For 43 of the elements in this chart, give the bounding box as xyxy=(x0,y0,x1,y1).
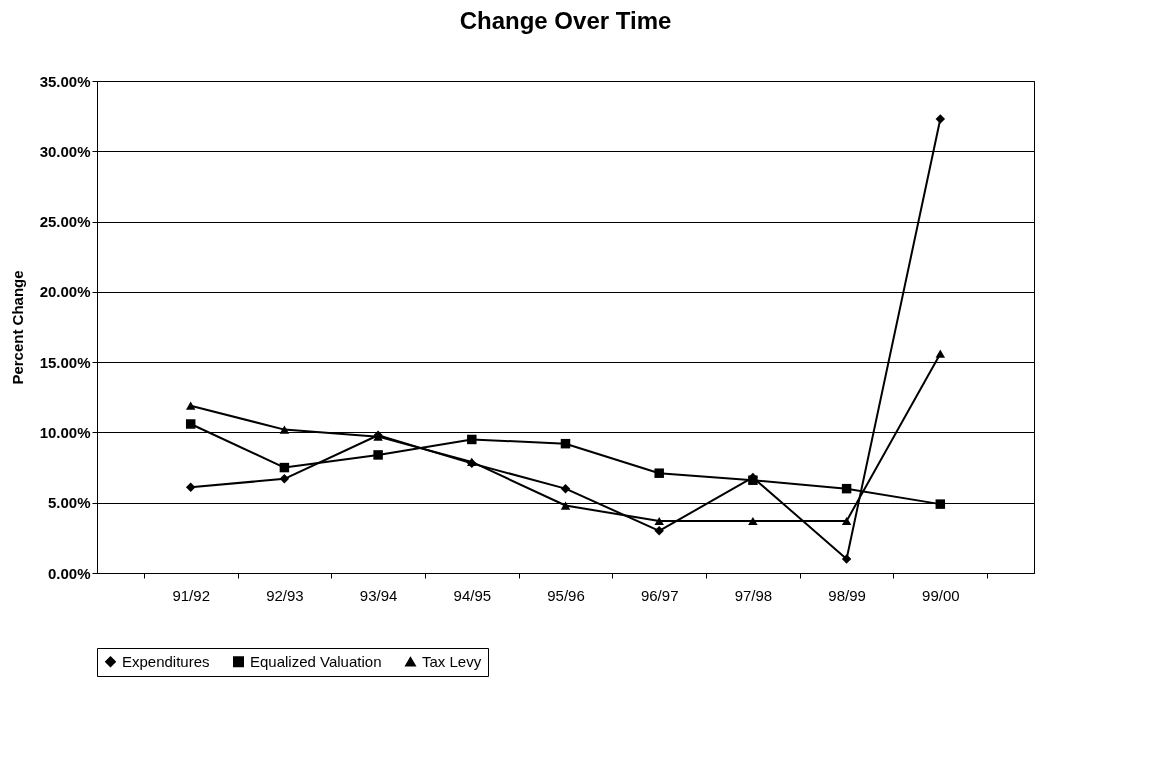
point xyxy=(748,516,758,526)
x-tick-label: 91/92 xyxy=(172,586,210,604)
point xyxy=(654,516,664,526)
point xyxy=(560,483,571,494)
y-tick-label: 30.00% xyxy=(39,142,91,160)
point xyxy=(841,516,852,526)
x-tick-label: 95/96 xyxy=(547,586,585,604)
y-tick-label: 0.00% xyxy=(47,564,91,582)
legend-label: Equalized Valuation xyxy=(250,652,382,670)
legend-label: Tax Levy xyxy=(422,652,482,670)
point xyxy=(279,425,290,434)
point xyxy=(935,499,946,509)
point xyxy=(185,401,196,410)
chart-title: Change Over Time xyxy=(459,7,672,34)
y-tick-label: 25.00% xyxy=(39,213,91,231)
x-tick-label: 98/99 xyxy=(828,586,866,604)
y-tick-label: 5.00% xyxy=(47,494,91,512)
x-tick-label: 99/00 xyxy=(922,586,960,604)
point xyxy=(185,419,196,429)
x-tick-label: 94/95 xyxy=(453,586,492,604)
x-tick-label: 92/93 xyxy=(266,586,304,604)
point xyxy=(279,462,290,473)
point xyxy=(560,438,571,449)
y-tick-label: 20.00% xyxy=(39,283,91,301)
y-axis-title: Percent Change xyxy=(8,270,26,385)
y-tick-label: 10.00% xyxy=(39,423,91,441)
point xyxy=(279,474,290,484)
legend-label: Expenditures xyxy=(122,652,210,670)
point xyxy=(185,482,196,492)
y-tick-label: 35.00% xyxy=(39,72,91,90)
x-tick-label: 97/98 xyxy=(734,586,773,604)
point xyxy=(841,483,852,494)
point xyxy=(654,468,664,478)
x-tick-label: 96/97 xyxy=(640,586,679,604)
point xyxy=(935,349,946,358)
point xyxy=(467,434,477,445)
point xyxy=(373,450,383,460)
x-tick-label: 93/94 xyxy=(359,586,398,604)
point xyxy=(935,114,946,124)
point xyxy=(841,554,852,564)
point xyxy=(654,526,664,536)
point xyxy=(560,501,571,510)
y-tick-label: 15.00% xyxy=(39,353,91,371)
